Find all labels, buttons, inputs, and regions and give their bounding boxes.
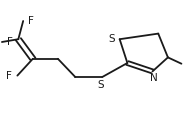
Text: F: F [28, 16, 34, 26]
Text: F: F [6, 71, 12, 81]
Text: S: S [97, 80, 104, 90]
Text: N: N [150, 73, 157, 83]
Text: F: F [7, 37, 13, 47]
Text: S: S [109, 34, 115, 44]
